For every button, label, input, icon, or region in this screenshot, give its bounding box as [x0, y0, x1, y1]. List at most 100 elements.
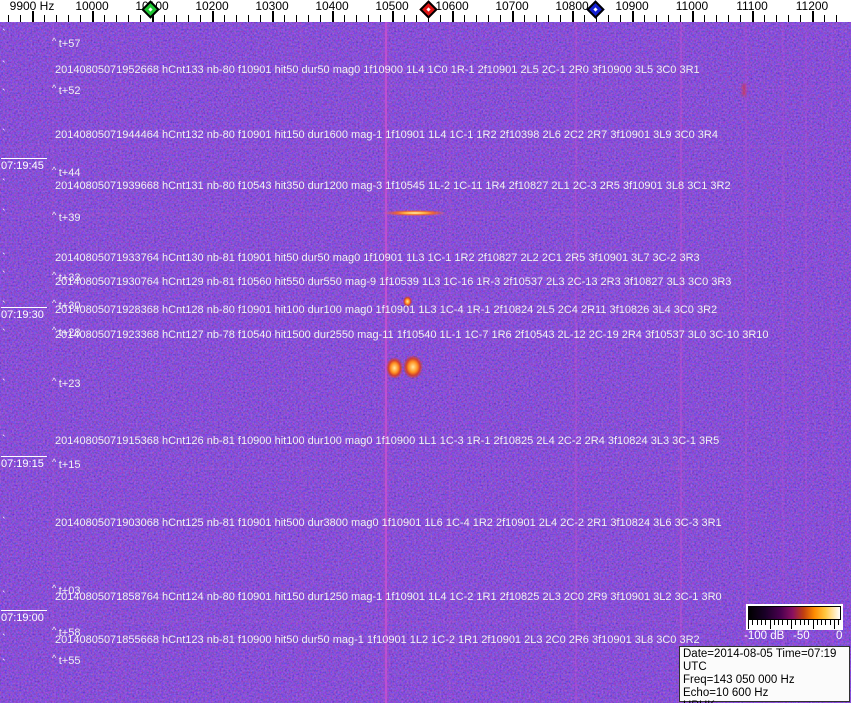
- ruler-tick: [476, 15, 477, 22]
- edge-tick-mark: `: [2, 270, 6, 282]
- db-scale-tick: [748, 620, 749, 629]
- caret-icon: ^: [52, 36, 59, 46]
- ruler-tick: [164, 15, 165, 22]
- detection-log-line: 20140805071928368 hCnt128 nb-80 f10901 h…: [55, 304, 718, 316]
- db-scale-tick: [825, 620, 827, 625]
- detection-log-line: 20140805071952668 hCnt133 nb-80 f10901 h…: [55, 64, 700, 76]
- event-offset-label: t+28: [58, 327, 81, 339]
- ruler-frequency-label: 10900: [615, 0, 649, 13]
- ruler-tick: [188, 15, 189, 22]
- edge-tick-mark: `: [2, 434, 6, 446]
- ruler-tick: [644, 15, 645, 22]
- ruler-tick: [332, 11, 334, 22]
- ruler-tick: [128, 15, 129, 22]
- ruler-tick: [788, 15, 789, 22]
- caret-icon: ^: [52, 625, 59, 635]
- db-scale-tick: [838, 620, 840, 625]
- carrier-line: [805, 22, 807, 703]
- edge-tick-mark: `: [2, 252, 6, 264]
- ruler-tick: [152, 11, 154, 22]
- event-offset-label: t+52: [58, 85, 81, 97]
- ruler-tick: [596, 15, 597, 22]
- noise-band: [0, 467, 851, 470]
- event-offset-label: t+33: [58, 272, 81, 284]
- ruler-tick: [200, 15, 201, 22]
- info-echo: Echo=10 600 Hz: [683, 687, 769, 699]
- echo-event-marker: ^ t+23: [52, 376, 80, 390]
- ruler-tick: [392, 11, 394, 22]
- event-offset-label: t+03: [58, 585, 81, 597]
- ruler-tick: [140, 15, 141, 22]
- ruler-frequency-label: 10800: [555, 0, 589, 13]
- db-scale-tick: [791, 620, 792, 629]
- ruler-tick: [356, 15, 357, 22]
- echo-event-marker: ^ t+03: [52, 583, 80, 597]
- event-offset-label: t+44: [58, 167, 81, 179]
- event-offset-label: t+57: [58, 38, 81, 50]
- ruler-frequency-label: 10300: [255, 0, 289, 13]
- marker-center-dot: [426, 7, 431, 12]
- caret-icon: ^: [52, 165, 59, 175]
- edge-tick-mark: `: [2, 178, 6, 190]
- echo-event-marker: ^ t+15: [52, 457, 80, 471]
- db-scale-tick: [760, 620, 762, 625]
- echo-blob: [386, 357, 403, 379]
- db-scale-tick: [808, 620, 810, 625]
- echo-event-marker: ^ t+57: [52, 36, 80, 50]
- detection-log-line: 20140805071915368 hCnt126 nb-81 f10900 h…: [55, 435, 720, 447]
- ruler-tick: [344, 15, 345, 22]
- edge-tick-mark: `: [2, 128, 6, 140]
- db-scale-tick: [816, 620, 818, 625]
- ruler-tick: [680, 15, 681, 22]
- caret-icon: ^: [52, 210, 59, 220]
- ruler-tick: [812, 11, 814, 22]
- caret-icon: ^: [52, 457, 59, 467]
- ruler-frequency-label: 10000: [75, 0, 109, 13]
- info-date-time: Date=2014-08-05 Time=07:19 UTC: [683, 648, 837, 673]
- ruler-tick: [704, 15, 705, 22]
- edge-tick-mark: `: [2, 28, 6, 40]
- ruler-tick: [224, 15, 225, 22]
- edge-tick-mark: `: [2, 300, 6, 312]
- event-offset-label: t+30: [58, 300, 81, 312]
- echo-event-marker: ^ t+28: [52, 325, 80, 339]
- db-scale-tick: [752, 620, 754, 625]
- ruler-tick: [584, 15, 585, 22]
- ruler-tick: [320, 15, 321, 22]
- carrier-line: [782, 22, 784, 703]
- ruler-frequency-label: 10700: [495, 0, 529, 13]
- ruler-tick: [284, 15, 285, 22]
- echo-event-marker: ^ t+44: [52, 165, 80, 179]
- db-label-min: -100 dB: [744, 630, 785, 642]
- caret-icon: ^: [52, 325, 59, 335]
- caret-icon: ^: [52, 83, 59, 93]
- db-scale-tick: [786, 620, 788, 625]
- db-scale-tick: [803, 620, 805, 625]
- ruler-tick: [368, 15, 369, 22]
- ruler-tick: [116, 15, 117, 22]
- ruler-tick: [104, 15, 105, 22]
- noise-band: [0, 85, 851, 88]
- db-scale-tick: [778, 620, 780, 625]
- time-axis-label: 07:19:15: [1, 456, 47, 470]
- ruler-frequency-label: 10200: [195, 0, 229, 13]
- db-scale-tick: [821, 620, 823, 625]
- ruler-tick: [548, 15, 549, 22]
- echo-event-marker: ^ t+52: [52, 83, 80, 97]
- marker-center-dot: [593, 7, 598, 12]
- detection-log-line: 20140805071855668 hCnt123 nb-81 f10900 h…: [55, 634, 700, 646]
- echo-event-marker: ^ t+33: [52, 270, 80, 284]
- carrier-line: [680, 22, 682, 703]
- ruler-tick: [212, 11, 214, 22]
- ruler-tick: [80, 15, 81, 22]
- ruler-frequency-label: 11200: [795, 0, 829, 13]
- echo-blob: [403, 355, 423, 379]
- db-label-mid: -50: [793, 630, 810, 642]
- ruler-tick: [560, 15, 561, 22]
- event-offset-label: t+23: [58, 378, 81, 390]
- ruler-tick: [272, 11, 274, 22]
- detection-log-line: 20140805071933764 hCnt130 nb-81 f10901 h…: [55, 252, 700, 264]
- edge-tick-mark: `: [2, 516, 6, 528]
- event-offset-label: t+55: [58, 655, 81, 667]
- db-scale-tick: [812, 620, 814, 629]
